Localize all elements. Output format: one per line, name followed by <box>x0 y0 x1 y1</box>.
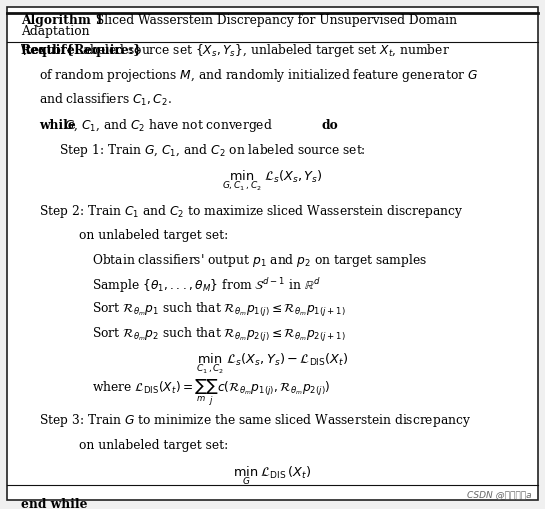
Text: where $\mathcal{L}_{\mathrm{DIS}}(X_t) = \sum_m \sum_j c(\mathcal{R}_{\theta_m} : where $\mathcal{L}_{\mathrm{DIS}}(X_t) =… <box>92 378 330 408</box>
Text: $\min_{G} \; \mathcal{L}_{\mathrm{DIS}}(X_t)$: $\min_{G} \; \mathcal{L}_{\mathrm{DIS}}(… <box>233 464 312 487</box>
FancyBboxPatch shape <box>7 7 538 500</box>
Text: Algorithm 1: Algorithm 1 <box>21 14 104 27</box>
Text: $\min_{G,C_1,C_2} \; \mathcal{L}_s(X_s, Y_s)$: $\min_{G,C_1,C_2} \; \mathcal{L}_s(X_s, … <box>222 169 323 193</box>
Text: Labeled source set $\{X_s, Y_s\}$, unlabeled target set $X_t$, number: Labeled source set $\{X_s, Y_s\}$, unlab… <box>74 42 450 60</box>
Text: Adaptation: Adaptation <box>21 24 89 38</box>
Text: Obtain classifiers' output $p_1$ and $p_2$ on target samples: Obtain classifiers' output $p_1$ and $p_… <box>92 252 427 269</box>
Text: Step 3: Train $G$ to minimize the same sliced Wasserstein discrepancy: Step 3: Train $G$ to minimize the same s… <box>39 412 471 429</box>
Text: while: while <box>39 119 76 132</box>
Text: CSDN @羊驼不驼a: CSDN @羊驼不驼a <box>467 490 531 499</box>
Text: Step 1: Train $G$, $C_1$, and $C_2$ on labeled source set:: Step 1: Train $G$, $C_1$, and $C_2$ on l… <box>59 143 366 159</box>
Text: on unlabeled target set:: on unlabeled target set: <box>79 229 228 242</box>
Text: of random projections $M$, and randomly initialized feature generator $G$: of random projections $M$, and randomly … <box>39 67 479 84</box>
Text: $\min_{C_1,C_2} \; \mathcal{L}_s(X_s, Y_s) - \mathcal{L}_{\mathrm{DIS}}(X_t)$: $\min_{C_1,C_2} \; \mathcal{L}_s(X_s, Y_… <box>196 352 349 376</box>
Text: $G$, $C_1$, and $C_2$ have not converged: $G$, $C_1$, and $C_2$ have not converged <box>64 117 273 134</box>
Text: Sliced Wasserstein Discrepancy for Unsupervised Domain: Sliced Wasserstein Discrepancy for Unsup… <box>92 14 457 27</box>
Text: Require:: Require: <box>21 44 80 58</box>
Text: Sample $\{\theta_1, ..., \theta_M\}$ from $\mathcal{S}^{d-1}$ in $\mathbb{R}^d$: Sample $\{\theta_1, ..., \theta_M\}$ fro… <box>92 276 320 295</box>
Text: on unlabeled target set:: on unlabeled target set: <box>79 439 228 451</box>
Text: Sort $\mathcal{R}_{\theta_m} p_1$ such that $\mathcal{R}_{\theta_m} p_{1(j)} \le: Sort $\mathcal{R}_{\theta_m} p_1$ such t… <box>92 301 345 319</box>
Text: end while: end while <box>21 498 87 509</box>
Text: Step 2: Train $C_1$ and $C_2$ to maximize sliced Wasserstein discrepancy: Step 2: Train $C_1$ and $C_2$ to maximiz… <box>39 203 463 220</box>
Text: Sort $\mathcal{R}_{\theta_m} p_2$ such that $\mathcal{R}_{\theta_m} p_{2(j)} \le: Sort $\mathcal{R}_{\theta_m} p_2$ such t… <box>92 326 345 344</box>
Text: and classifiers $C_1, C_2$.: and classifiers $C_1, C_2$. <box>39 92 172 108</box>
Text: \textbf{Require:}: \textbf{Require:} <box>21 44 141 58</box>
Text: do: do <box>322 119 338 132</box>
